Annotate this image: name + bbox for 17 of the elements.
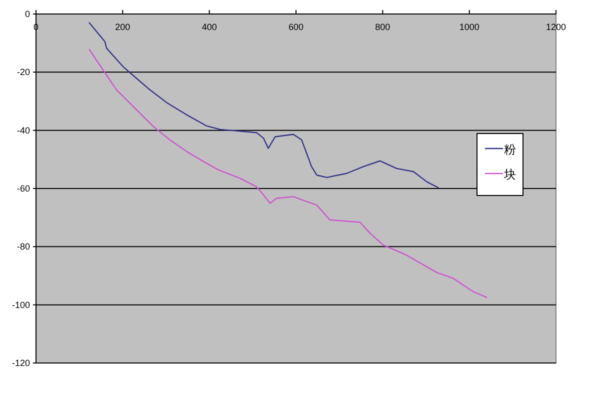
- y-tick-label: -60: [16, 184, 30, 194]
- x-tick-label: 1000: [459, 22, 480, 32]
- x-tick-label: 400: [202, 22, 217, 32]
- line-series: [88, 22, 439, 188]
- y-tick-label: -100: [12, 300, 30, 310]
- x-tick-label: 1200: [546, 22, 566, 32]
- y-tick-label: -80: [16, 242, 30, 252]
- legend-label: 粉: [504, 142, 516, 156]
- y-tick-label: -20: [16, 67, 30, 78]
- y-tick-label: 0: [24, 9, 30, 19]
- line-series: [88, 48, 488, 298]
- x-tick-label: 600: [288, 22, 304, 32]
- y-tick-label: -120: [12, 358, 30, 368]
- x-tick-label: 200: [115, 22, 130, 32]
- legend-label: 块: [503, 168, 516, 182]
- y-tick-label: -40: [16, 125, 30, 136]
- x-tick-label: 800: [375, 22, 390, 32]
